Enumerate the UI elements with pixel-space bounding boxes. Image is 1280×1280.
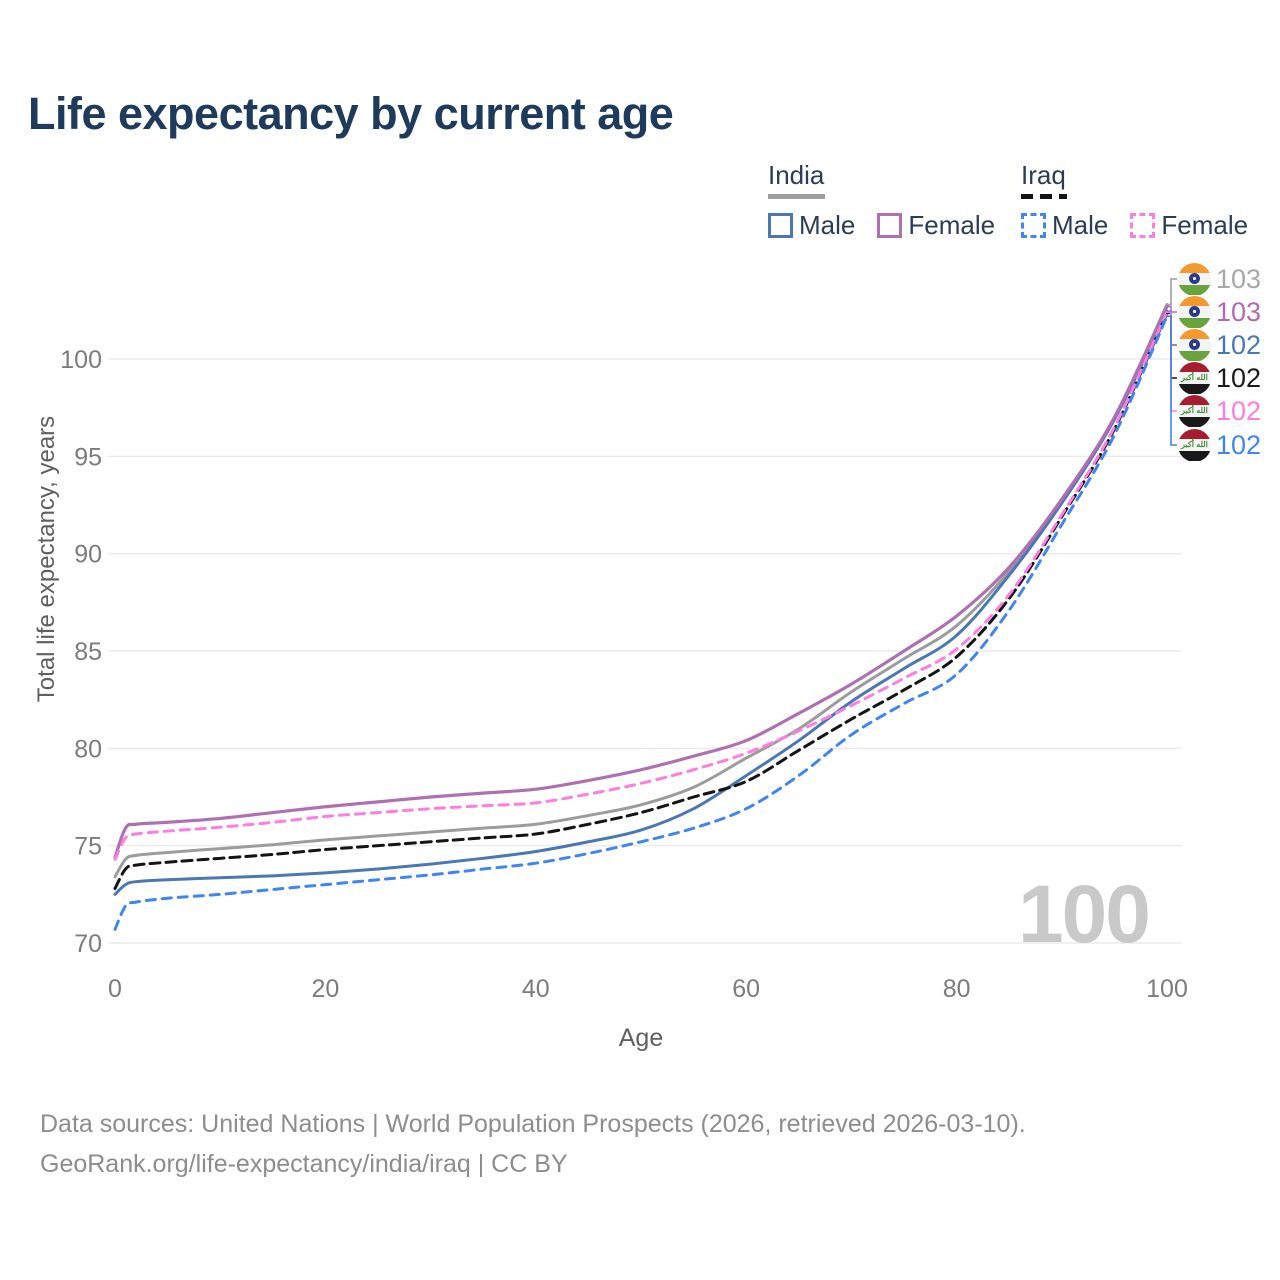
legend-iraq-female-label[interactable]: Female <box>1161 210 1249 240</box>
legend-india-name[interactable]: India <box>768 160 825 190</box>
line-india-male <box>113 309 1169 896</box>
leader-line-india_total <box>1166 278 1177 306</box>
x-tick-label: 100 <box>1146 975 1188 1003</box>
legend-iraq-male-label[interactable]: Male <box>1052 210 1109 240</box>
x-tick-label: 60 <box>732 975 760 1003</box>
legend-iraq-row: Male Female <box>1021 210 1248 241</box>
legend-iraq-female-swatch[interactable] <box>1130 213 1156 238</box>
legend-iraq-male-swatch[interactable] <box>1021 213 1046 238</box>
footer-attribution: GeoRank.org/life-expectancy/india/iraq |… <box>40 1150 568 1178</box>
page-title: Life expectancy by current age <box>28 88 674 139</box>
legend-india-male-swatch[interactable] <box>768 213 793 238</box>
legend-india-female-swatch[interactable] <box>877 213 903 238</box>
legend-india-underline-swatch <box>768 194 825 199</box>
y-tick-label: 80 <box>74 735 102 763</box>
x-tick-label: 20 <box>311 975 339 1003</box>
line-iraq-female <box>113 310 1169 861</box>
age-watermark: 100 <box>1018 869 1151 960</box>
line-india-female <box>113 304 1169 859</box>
x-tick-label: 80 <box>943 975 971 1003</box>
legend-iraq-underline-swatch <box>1021 194 1067 199</box>
footer: Data sources: United Nations | World Pop… <box>40 1104 1026 1184</box>
line-iraq-male <box>113 314 1169 931</box>
x-axis-title: Age <box>618 1024 664 1052</box>
legend-iraq: Iraq Male Female <box>1021 160 1248 241</box>
line-india-total <box>113 302 1169 879</box>
y-tick-label: 95 <box>74 443 102 471</box>
leader-line-india_female <box>1166 305 1177 313</box>
y-axis-title: Total life expectancy, years <box>33 415 60 703</box>
y-tick-label: 75 <box>74 833 102 861</box>
y-tick-label: 70 <box>74 930 102 958</box>
legend-india: India Male Female <box>768 160 995 241</box>
y-tick-label: 85 <box>74 638 102 666</box>
y-tick-label: 100 <box>60 346 102 374</box>
x-tick-label: 40 <box>522 975 550 1003</box>
legend-iraq-name[interactable]: Iraq <box>1021 160 1066 190</box>
legend-india-row: Male Female <box>768 210 995 241</box>
leader-line-iraq_male <box>1166 315 1177 446</box>
legend-india-female-label[interactable]: Female <box>908 210 996 240</box>
footer-data-sources: Data sources: United Nations | World Pop… <box>40 1110 1026 1138</box>
x-tick-label: 0 <box>108 975 122 1003</box>
line-iraq-total <box>113 311 1169 890</box>
y-tick-label: 90 <box>74 541 102 569</box>
legend-india-male-label[interactable]: Male <box>799 210 856 240</box>
